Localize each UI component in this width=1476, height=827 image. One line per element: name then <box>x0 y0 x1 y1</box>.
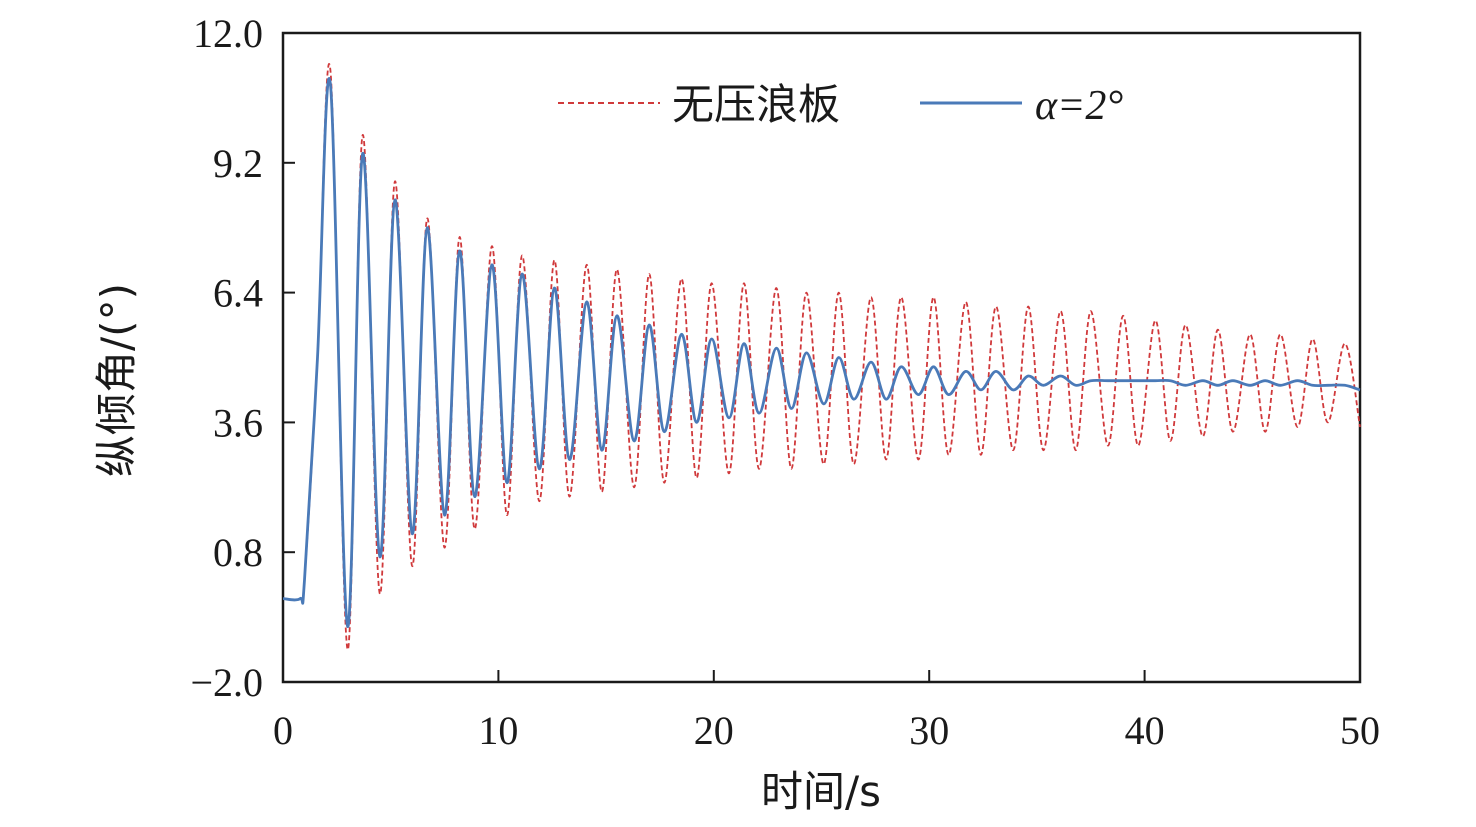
plot-frame <box>281 31 1362 684</box>
y-tick-label: 6.4 <box>213 271 263 316</box>
x-axis-label: 时间/s <box>761 767 881 816</box>
x-axis-ticks: 0 10 20 30 40 50 <box>273 670 1380 753</box>
x-tick-label: 20 <box>694 708 734 753</box>
series-line-no-plate <box>282 63 1361 651</box>
y-axis-label: 纵倾角/(°) <box>92 283 141 477</box>
y-tick-label: 12.0 <box>193 11 263 56</box>
y-tick-label: 0.8 <box>213 530 263 575</box>
y-tick-label: 9.2 <box>213 141 263 186</box>
x-tick-label: 50 <box>1340 708 1380 753</box>
x-tick-label: 40 <box>1125 708 1165 753</box>
y-tick-label: 3.6 <box>213 400 263 445</box>
x-tick-label: 0 <box>273 708 293 753</box>
series-line-alpha-2 <box>282 77 1361 628</box>
legend-label-alpha-2: α=2° <box>1035 83 1123 129</box>
x-tick-label: 10 <box>478 708 518 753</box>
y-tick-label: −2.0 <box>190 660 263 705</box>
x-tick-label: 30 <box>909 708 949 753</box>
legend-label-no-plate: 无压浪板 <box>672 80 840 129</box>
legend: 无压浪板 α=2° <box>558 80 1123 129</box>
series-layer <box>282 63 1361 651</box>
y-axis-ticks: 12.0 9.2 6.4 3.6 0.8 −2.0 <box>190 11 295 705</box>
